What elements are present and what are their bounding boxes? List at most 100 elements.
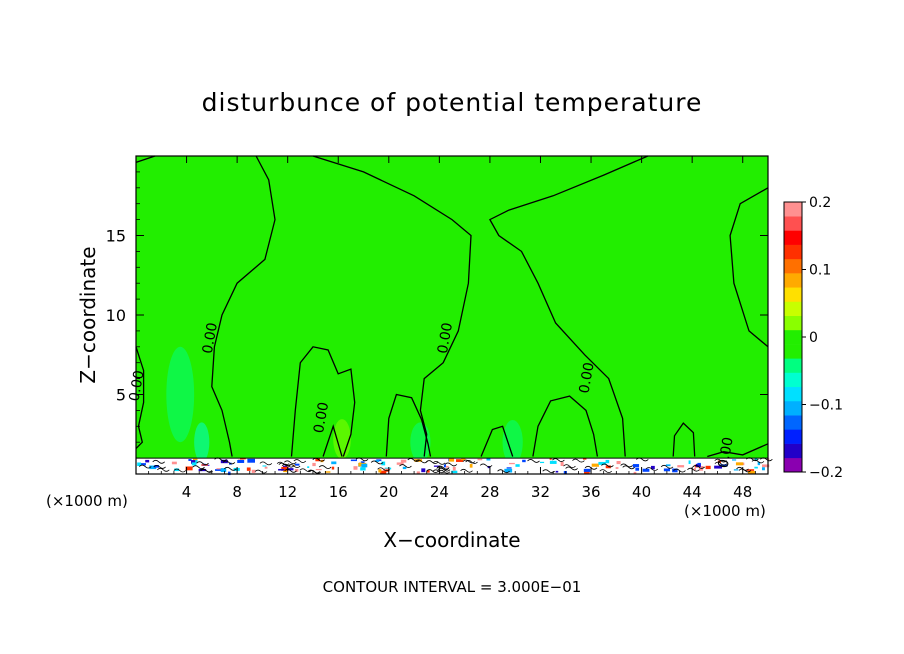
surface-noise (195, 459, 198, 464)
y-tick-label: 10 (106, 306, 126, 325)
colorbar-swatch (784, 358, 802, 373)
contour-line-7 (290, 346, 356, 457)
surface-contour (299, 468, 313, 473)
surface-noise (733, 469, 739, 471)
surface-noise (378, 469, 382, 473)
surface-contour (426, 469, 439, 473)
surface-contour (254, 469, 268, 474)
colorbar-swatch (784, 372, 802, 388)
surface-contour (687, 467, 700, 472)
surface-contour (444, 462, 458, 467)
surface-noise (448, 458, 455, 462)
surface-noise (331, 466, 335, 470)
surface-contour (259, 461, 273, 466)
surface-noise (414, 459, 423, 462)
surface-noise (642, 468, 650, 472)
surface-contour (377, 467, 390, 472)
x-unit-right: (×1000 m) (684, 502, 766, 520)
surface-noise (605, 459, 610, 464)
y-axis: 5 10 15 (106, 171, 768, 459)
surface-contour (527, 459, 540, 463)
anomaly-patch-2 (194, 422, 210, 463)
colorbar-label: 0.1 (809, 263, 831, 279)
surface-contour (432, 460, 446, 465)
x-tick-label: 36 (581, 483, 600, 501)
surface-noise (140, 463, 146, 466)
contour-interval: CONTOUR INTERVAL = 3.000E−01 (323, 578, 582, 596)
surface-contour (173, 468, 187, 473)
contour-labels: 0.000.000.000.000.000.00 (127, 321, 737, 469)
surface-noise (486, 458, 491, 461)
surface-contour (293, 459, 307, 463)
surface-layer-base (136, 458, 768, 474)
surface-noise (154, 465, 159, 468)
surface-noise (560, 462, 564, 466)
surface-noise (663, 468, 670, 472)
colorbar-swatch (784, 244, 802, 260)
surface-noise (350, 459, 357, 462)
y-axis-label: Z−coordinate (76, 246, 100, 383)
x-tick-label: 40 (632, 483, 651, 501)
surface-noise (456, 459, 464, 462)
surface-noise (746, 469, 755, 471)
surface-contour (601, 463, 614, 468)
surface-contour (281, 463, 295, 468)
surface-noise (605, 465, 611, 469)
surface-noise (695, 463, 701, 467)
contour-line-10 (672, 422, 696, 457)
surface-noise (149, 465, 157, 470)
surface-noise (294, 468, 299, 472)
surface-noise (416, 471, 420, 474)
colorbar-label: 0 (809, 330, 818, 346)
surface-noise (188, 459, 192, 461)
surface-noise (315, 468, 322, 471)
contour-line-12 (480, 425, 514, 457)
surface-noise (761, 467, 765, 471)
surface-noise (522, 459, 526, 463)
colorbar-swatch (784, 230, 802, 245)
surface-noise (228, 471, 231, 476)
surface-contour (692, 465, 706, 469)
surface-noise (443, 464, 446, 468)
surface-noise (137, 462, 142, 466)
surface-noise (698, 467, 704, 471)
colorbar-swatch (784, 429, 802, 444)
colorbar-swatch (784, 301, 802, 316)
surface-noise (693, 468, 697, 471)
surface-noise (697, 462, 701, 465)
y-tick-label: 5 (116, 386, 126, 405)
surface-contour (673, 468, 686, 473)
surface-contour (563, 464, 576, 469)
colorbar-label: −0.1 (809, 398, 843, 414)
x-tick-label: 4 (182, 483, 192, 501)
surface-noise (754, 458, 758, 462)
surface-noise (421, 468, 426, 473)
surface-contour (308, 469, 322, 474)
surface-noise (145, 459, 150, 463)
contour-line-1 (135, 155, 156, 164)
surface-contour (572, 458, 585, 463)
surface-contour (622, 465, 635, 470)
surface-noise (584, 471, 590, 474)
colorbar-swatch (784, 386, 802, 402)
surface-contour (224, 466, 237, 471)
x-tick-label: 8 (232, 483, 242, 501)
colorbar: 0.2 0.1 0 −0.1 −0.2 (783, 195, 843, 481)
surface-noise (191, 462, 197, 466)
surface-noise (312, 462, 316, 467)
contour-line-3 (135, 346, 145, 450)
surface-noise (754, 466, 758, 469)
surface-noise (185, 466, 193, 471)
surface-contour (714, 458, 728, 463)
contour-label-5: 0.00 (577, 361, 598, 394)
surface-noise (201, 464, 208, 466)
surface-contour (200, 469, 213, 473)
surface-noise (287, 468, 294, 471)
surface-noise (583, 468, 591, 472)
surface-contour (153, 465, 166, 469)
surface-noise (361, 463, 368, 468)
surface-contour (462, 459, 476, 464)
colorbar-label: 0.2 (809, 195, 831, 211)
surface-noise (220, 468, 227, 473)
contour-line-5 (489, 155, 649, 457)
